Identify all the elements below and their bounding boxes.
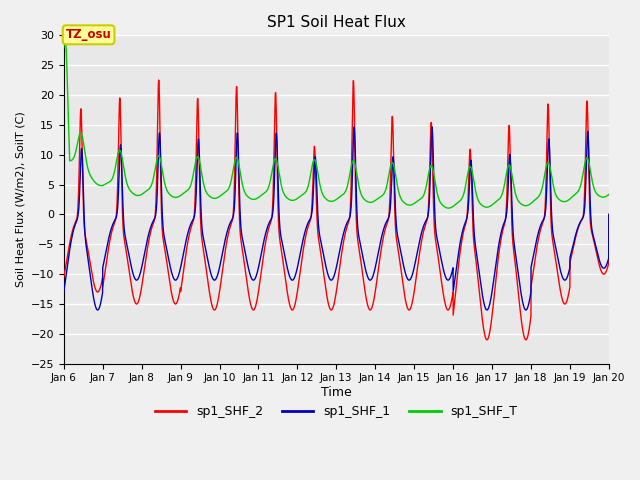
sp1_SHF_T (60, 45, 68, 51)
sp1_SHF_2 (60, 275, 68, 280)
sp1_SHF_2 (348, 140, 356, 146)
Legend: sp1_SHF_2, sp1_SHF_1, sp1_SHF_T: sp1_SHF_2, sp1_SHF_1, sp1_SHF_T (150, 400, 522, 423)
sp1_SHF_T (500, 186, 508, 192)
sp1_SHF_1 (483, 307, 491, 313)
sp1_SHF_2 (155, 77, 163, 83)
sp1_SHF_T (417, 196, 425, 202)
Line: sp1_SHF_1: sp1_SHF_1 (64, 127, 609, 310)
sp1_SHF_1 (598, 264, 606, 270)
sp1_SHF_1 (500, 222, 508, 228)
sp1_SHF_1 (60, 289, 68, 295)
sp1_SHF_T (445, 205, 452, 211)
sp1_SHF_T (61, 33, 69, 38)
sp1_SHF_2 (605, 212, 612, 217)
sp1_SHF_2 (500, 225, 508, 230)
Text: TZ_osu: TZ_osu (66, 28, 111, 41)
sp1_SHF_1 (404, 277, 412, 283)
sp1_SHF_1 (350, 124, 358, 130)
sp1_SHF_T (605, 192, 612, 197)
sp1_SHF_2 (417, 241, 425, 247)
sp1_SHF_1 (348, 191, 356, 196)
sp1_SHF_T (134, 192, 142, 198)
Line: sp1_SHF_2: sp1_SHF_2 (64, 80, 609, 340)
Y-axis label: Soil Heat Flux (W/m2), SoilT (C): Soil Heat Flux (W/m2), SoilT (C) (15, 112, 25, 288)
sp1_SHF_2 (404, 307, 412, 312)
sp1_SHF_2 (483, 337, 491, 343)
Title: SP1 Soil Heat Flux: SP1 Soil Heat Flux (267, 15, 406, 30)
sp1_SHF_T (598, 194, 606, 200)
sp1_SHF_T (404, 202, 412, 208)
sp1_SHF_1 (605, 212, 612, 217)
sp1_SHF_2 (134, 299, 142, 305)
sp1_SHF_T (348, 160, 356, 166)
sp1_SHF_1 (417, 232, 425, 238)
Line: sp1_SHF_T: sp1_SHF_T (64, 36, 609, 208)
X-axis label: Time: Time (321, 386, 351, 399)
sp1_SHF_1 (134, 276, 142, 281)
sp1_SHF_2 (598, 270, 606, 276)
